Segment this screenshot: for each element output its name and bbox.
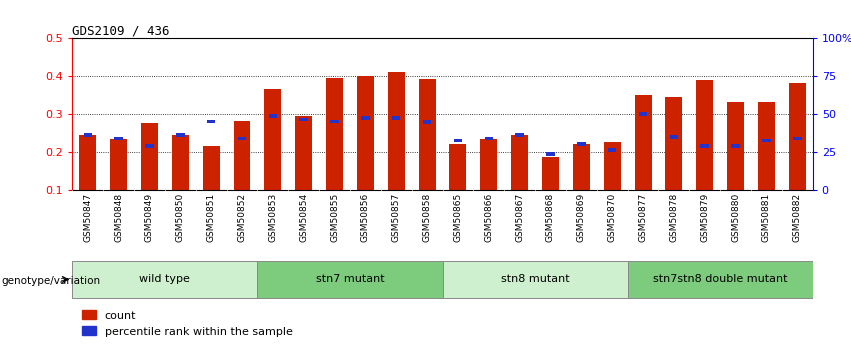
Text: GSM50870: GSM50870 xyxy=(608,193,617,243)
Bar xyxy=(419,79,436,190)
FancyBboxPatch shape xyxy=(443,261,627,298)
Bar xyxy=(357,76,374,190)
Bar xyxy=(454,138,462,142)
Bar xyxy=(79,135,96,190)
Bar xyxy=(573,144,590,190)
Text: GSM50856: GSM50856 xyxy=(361,193,370,243)
Bar xyxy=(484,137,493,140)
FancyBboxPatch shape xyxy=(72,261,257,298)
Bar xyxy=(700,144,709,148)
Bar xyxy=(665,97,683,190)
Text: GSM50852: GSM50852 xyxy=(237,193,247,242)
Bar xyxy=(110,138,127,190)
Text: GSM50867: GSM50867 xyxy=(515,193,524,243)
Text: GSM50855: GSM50855 xyxy=(330,193,339,243)
Bar xyxy=(480,138,497,190)
FancyBboxPatch shape xyxy=(257,261,443,298)
Bar xyxy=(114,137,123,140)
Bar xyxy=(83,133,92,137)
Bar xyxy=(423,120,431,124)
Bar xyxy=(727,102,744,190)
Bar xyxy=(608,148,616,152)
Bar xyxy=(176,133,185,137)
Text: GSM50849: GSM50849 xyxy=(145,193,154,242)
Text: GSM50847: GSM50847 xyxy=(83,193,92,242)
Bar xyxy=(449,144,466,190)
Text: GSM50879: GSM50879 xyxy=(700,193,709,243)
Text: GSM50877: GSM50877 xyxy=(638,193,648,243)
Bar xyxy=(172,135,189,190)
Text: genotype/variation: genotype/variation xyxy=(2,276,100,286)
Bar xyxy=(670,135,678,138)
Text: GSM50865: GSM50865 xyxy=(454,193,462,243)
Bar xyxy=(300,118,308,121)
Bar xyxy=(516,133,524,137)
Text: stn7 mutant: stn7 mutant xyxy=(316,275,385,284)
Text: GSM50880: GSM50880 xyxy=(731,193,740,243)
Text: GSM50866: GSM50866 xyxy=(484,193,494,243)
Bar xyxy=(546,152,555,156)
Text: GDS2109 / 436: GDS2109 / 436 xyxy=(72,24,170,37)
Bar xyxy=(758,102,775,190)
Bar xyxy=(696,80,713,190)
Bar xyxy=(141,123,158,190)
Bar xyxy=(392,116,401,119)
Text: GSM50882: GSM50882 xyxy=(793,193,802,242)
Text: GSM50869: GSM50869 xyxy=(577,193,585,243)
Bar xyxy=(265,89,282,190)
Bar xyxy=(237,137,246,140)
Bar xyxy=(330,119,339,123)
Text: GSM50858: GSM50858 xyxy=(423,193,431,243)
Legend: count, percentile rank within the sample: count, percentile rank within the sample xyxy=(78,306,297,341)
Bar xyxy=(511,135,528,190)
Bar xyxy=(639,112,648,116)
Bar xyxy=(295,116,312,190)
Text: GSM50878: GSM50878 xyxy=(670,193,678,243)
Text: stn8 mutant: stn8 mutant xyxy=(500,275,569,284)
Bar xyxy=(577,142,585,146)
Bar xyxy=(603,142,620,190)
Bar xyxy=(762,138,771,142)
Text: GSM50868: GSM50868 xyxy=(546,193,555,243)
Bar xyxy=(793,137,802,140)
Bar xyxy=(361,116,369,119)
Bar xyxy=(635,95,652,190)
Bar xyxy=(789,83,806,190)
Bar xyxy=(207,119,215,123)
Text: GSM50881: GSM50881 xyxy=(762,193,771,243)
FancyBboxPatch shape xyxy=(627,261,813,298)
Bar xyxy=(203,146,220,190)
Text: wild type: wild type xyxy=(140,275,191,284)
Text: GSM50850: GSM50850 xyxy=(176,193,185,243)
Bar xyxy=(326,78,343,190)
Text: GSM50857: GSM50857 xyxy=(391,193,401,243)
Text: GSM50854: GSM50854 xyxy=(300,193,308,242)
Bar xyxy=(542,157,559,190)
Text: stn7stn8 double mutant: stn7stn8 double mutant xyxy=(653,275,787,284)
Bar xyxy=(269,114,277,118)
Bar xyxy=(233,121,250,190)
Bar xyxy=(388,72,405,190)
Bar xyxy=(146,144,154,148)
Text: GSM50853: GSM50853 xyxy=(268,193,277,243)
Text: GSM50848: GSM50848 xyxy=(114,193,123,242)
Bar xyxy=(731,144,740,148)
Text: GSM50851: GSM50851 xyxy=(207,193,215,243)
